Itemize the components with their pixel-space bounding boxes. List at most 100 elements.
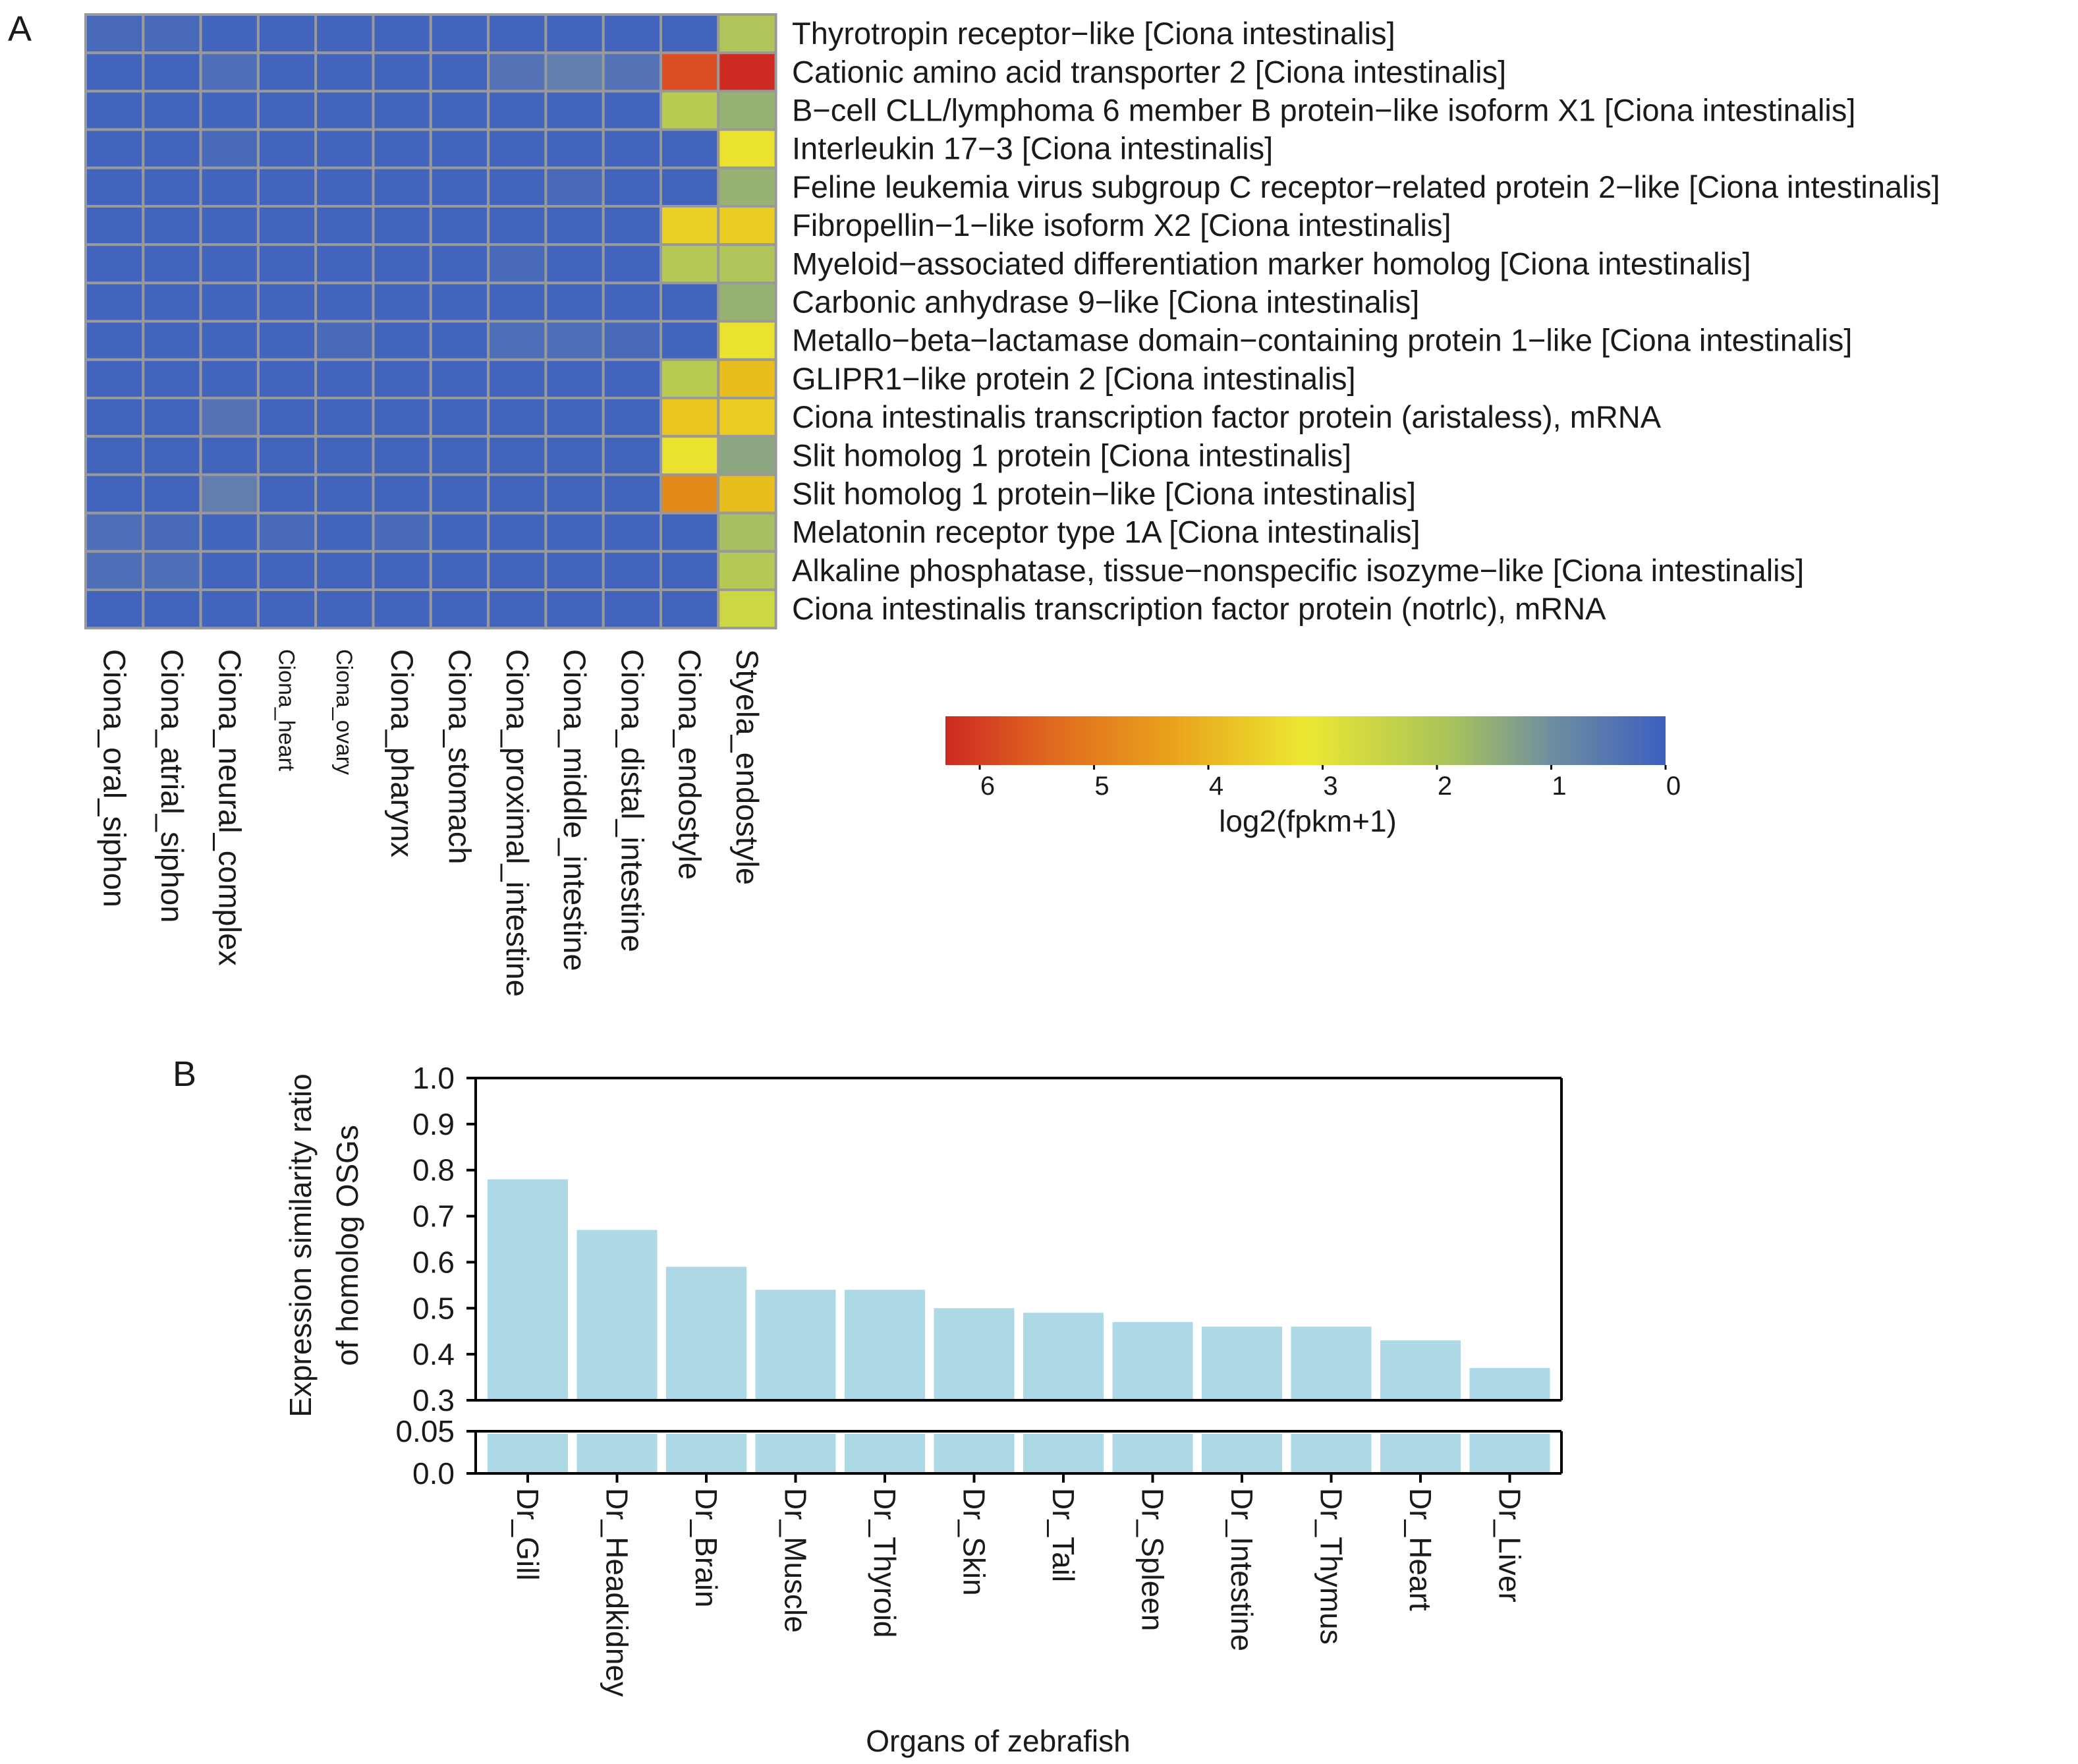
heatmap-cell (544, 550, 605, 591)
colorbar-tick-label: 3 (1323, 772, 1337, 801)
heatmap-column-label: Ciona_ovary (331, 649, 356, 775)
heatmap-row-label: GLIPR1−like protein 2 [Ciona intestinali… (792, 361, 1356, 396)
heatmap-row-label: Ciona intestinalis transcription factor … (792, 399, 1662, 434)
bar (845, 1290, 925, 1400)
heatmap-cell (142, 90, 202, 131)
heatmap-cell (487, 128, 548, 169)
heatmap-cell (544, 511, 605, 553)
heatmap-cell (142, 166, 202, 208)
heatmap-cell (487, 90, 548, 131)
heatmap-row-label: Feline leukemia virus subgroup C recepto… (792, 169, 1940, 204)
heatmap-column-label: Ciona_distal_intestine (615, 649, 650, 952)
heatmap-cell (142, 281, 202, 323)
heatmap-cell (660, 166, 720, 208)
bar (1112, 1322, 1193, 1400)
heatmap-cell (487, 550, 548, 591)
heatmap-cell (544, 473, 605, 515)
heatmap-cell (487, 281, 548, 323)
heatmap-cell (487, 588, 548, 630)
heatmap-cell (717, 51, 777, 93)
bar-lower-segment (1112, 1434, 1193, 1472)
panel-label-a: A (8, 9, 32, 49)
heatmap-cell (717, 473, 777, 515)
heatmap-cell (602, 205, 663, 246)
heatmap-column-label: Ciona_proximal_intestine (500, 649, 535, 997)
heatmap-cell (487, 320, 548, 361)
heatmap-cell (372, 128, 432, 169)
colorbar (945, 716, 1666, 765)
heatmap-cell (717, 320, 777, 361)
heatmap-cell (717, 588, 777, 630)
heatmap-cell (602, 397, 663, 438)
heatmap-cell (429, 320, 490, 361)
heatmap-cell (256, 205, 318, 246)
heatmap-cell (199, 511, 260, 553)
heatmap-cell (314, 473, 375, 515)
x-tick-label: Dr_Tail (1046, 1488, 1081, 1582)
heatmap-cell (544, 166, 605, 208)
colorbar-ticks: 6 5 4 3 2 1 0 (978, 765, 1681, 801)
heatmap-cell (544, 243, 605, 285)
heatmap-cell (487, 51, 548, 93)
heatmap-cell (314, 358, 375, 399)
heatmap-cell (84, 588, 145, 630)
heatmap-cell (602, 281, 663, 323)
heatmap-cell (602, 243, 663, 285)
bar-lower-segment (1291, 1434, 1372, 1472)
heatmap-cell (314, 166, 375, 208)
heatmap-cell (429, 90, 490, 131)
heatmap-cell (602, 511, 663, 553)
heatmap-cell (84, 281, 145, 323)
heatmap-cell (717, 205, 777, 246)
heatmap-row-label: Fibropellin−1−like isoform X2 [Ciona int… (792, 208, 1451, 242)
heatmap-cell (717, 511, 777, 553)
heatmap-cell (487, 166, 548, 208)
heatmap-cell (429, 473, 490, 515)
heatmap-cell (660, 588, 720, 630)
heatmap-cell (256, 511, 318, 553)
heatmap-cell (256, 13, 318, 55)
x-axis-tick-labels: Dr_Gill Dr_Headkidney Dr_Brain Dr_Muscle Dr_… (511, 1473, 1527, 1697)
heatmap-cell (256, 473, 318, 515)
y-tick-label: 0.8 (412, 1153, 455, 1187)
heatmap-cell (429, 358, 490, 399)
heatmap-cell (84, 13, 145, 55)
x-tick-label: Dr_Thymus (1314, 1488, 1349, 1645)
heatmap-cell (256, 320, 318, 361)
heatmap-cell (142, 511, 202, 553)
heatmap-cell (487, 358, 548, 399)
colorbar-tick-label: 6 (980, 772, 995, 801)
bar-lower-segment (1023, 1434, 1104, 1472)
heatmap-cell (314, 205, 375, 246)
bar-plot-lower-frame (474, 1430, 1563, 1475)
bar-lower-segment (1380, 1434, 1461, 1472)
heatmap-cell (84, 128, 145, 169)
heatmap-cell (429, 13, 490, 55)
heatmap-row-label: Alkaline phosphatase, tissue−nonspecific… (792, 553, 1804, 588)
heatmap-cell (372, 397, 432, 438)
heatmap-cell (602, 166, 663, 208)
heatmap-cell (314, 435, 375, 476)
heatmap-cell (429, 550, 490, 591)
heatmap-cell (602, 550, 663, 591)
y-axis-ticks: 1.0 0.9 0.8 0.7 0.6 0.5 0.4 0.30.05 0.0 (395, 1061, 476, 1491)
heatmap-cell (142, 13, 202, 55)
heatmap-cell (142, 435, 202, 476)
bar-lower-segment (488, 1434, 568, 1472)
heatmap-cell (429, 435, 490, 476)
heatmap-cell (199, 473, 260, 515)
heatmap-cell (372, 243, 432, 285)
heatmap-cell (544, 588, 605, 630)
heatmap-cell (84, 320, 145, 361)
heatmap-row-label: Interleukin 17−3 [Ciona intestinalis] (792, 131, 1273, 166)
heatmap-cell (487, 435, 548, 476)
heatmap-cell (717, 435, 777, 476)
y-tick-label: 0.0 (412, 1456, 455, 1491)
heatmap-cell (544, 281, 605, 323)
heatmap-cell (717, 128, 777, 169)
heatmap-column-label: Ciona_middle_intestine (557, 649, 592, 971)
heatmap-cell (544, 320, 605, 361)
heatmap-cell (142, 588, 202, 630)
colorbar-label: log2(fpkm+1) (1219, 804, 1397, 838)
heatmap-cell (199, 13, 260, 55)
